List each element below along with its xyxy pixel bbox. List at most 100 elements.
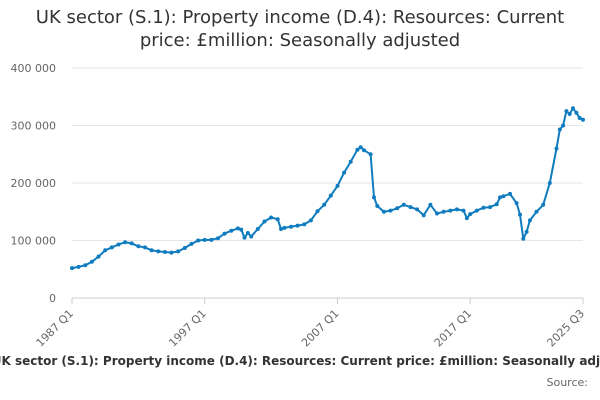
data-point[interactable] bbox=[189, 241, 194, 246]
data-point[interactable] bbox=[524, 229, 529, 234]
data-point[interactable] bbox=[368, 152, 373, 157]
data-point[interactable] bbox=[169, 250, 174, 255]
data-point[interactable] bbox=[282, 225, 287, 230]
data-point[interactable] bbox=[408, 205, 413, 210]
data-point[interactable] bbox=[129, 241, 134, 246]
data-point[interactable] bbox=[202, 237, 207, 242]
data-point[interactable] bbox=[574, 110, 579, 115]
data-point[interactable] bbox=[448, 208, 453, 213]
data-point[interactable] bbox=[415, 207, 420, 212]
data-point[interactable] bbox=[375, 204, 380, 208]
data-point[interactable] bbox=[501, 194, 506, 199]
legend[interactable]: UK sector (S.1): Property income (D.4): … bbox=[0, 354, 600, 368]
data-point[interactable] bbox=[239, 227, 244, 232]
data-point[interactable] bbox=[123, 240, 128, 245]
data-point[interactable] bbox=[355, 147, 360, 152]
data-point[interactable] bbox=[289, 224, 293, 229]
data-point[interactable] bbox=[557, 127, 562, 132]
data-point[interactable] bbox=[571, 106, 575, 111]
data-point[interactable] bbox=[242, 235, 247, 240]
data-point[interactable] bbox=[461, 208, 466, 213]
data-point[interactable] bbox=[162, 250, 167, 254]
data-point[interactable] bbox=[577, 116, 582, 120]
data-point[interactable] bbox=[435, 211, 439, 216]
data-point[interactable] bbox=[262, 219, 267, 224]
data-point[interactable] bbox=[76, 264, 81, 269]
data-point[interactable] bbox=[534, 209, 539, 214]
data-point[interactable] bbox=[176, 249, 181, 254]
chart-title-line-1: UK sector (S.1): Property income (D.4): … bbox=[36, 7, 564, 28]
source-label: Source: bbox=[547, 376, 589, 389]
data-point[interactable] bbox=[518, 212, 522, 217]
data-point[interactable] bbox=[295, 223, 300, 228]
data-point[interactable] bbox=[103, 248, 108, 253]
data-point[interactable] bbox=[401, 202, 406, 207]
data-point[interactable] bbox=[245, 231, 250, 235]
data-point[interactable] bbox=[279, 227, 283, 231]
data-point[interactable] bbox=[342, 170, 347, 175]
data-point[interactable] bbox=[136, 244, 141, 249]
data-point[interactable] bbox=[335, 183, 340, 188]
data-point[interactable] bbox=[182, 246, 187, 250]
x-axis: 1987 Q1 1997 Q1 2007 Q1 2017 Q1 2025 Q3 bbox=[34, 298, 587, 349]
data-point[interactable] bbox=[315, 209, 320, 214]
data-point[interactable] bbox=[527, 218, 532, 223]
data-point[interactable] bbox=[381, 209, 386, 214]
data-point[interactable] bbox=[564, 109, 569, 114]
data-point[interactable] bbox=[464, 216, 469, 221]
data-point[interactable] bbox=[255, 227, 260, 231]
data-point[interactable] bbox=[96, 254, 101, 259]
data-point[interactable] bbox=[481, 205, 486, 210]
data-point[interactable] bbox=[395, 206, 400, 211]
data-point[interactable] bbox=[428, 202, 433, 207]
data-point[interactable] bbox=[567, 112, 572, 116]
data-point[interactable] bbox=[362, 148, 366, 153]
data-point[interactable] bbox=[498, 195, 502, 200]
data-point[interactable] bbox=[249, 234, 254, 239]
data-point[interactable] bbox=[302, 222, 307, 227]
data-point[interactable] bbox=[454, 207, 459, 212]
data-point[interactable] bbox=[441, 209, 446, 214]
data-point[interactable] bbox=[508, 191, 512, 196]
data-point[interactable] bbox=[514, 201, 519, 206]
data-point[interactable] bbox=[388, 208, 393, 213]
data-point[interactable] bbox=[275, 217, 280, 222]
data-point[interactable] bbox=[521, 236, 526, 241]
data-point[interactable] bbox=[222, 231, 227, 236]
chart-title: UK sector (S.1): Property income (D.4): … bbox=[36, 7, 564, 51]
data-point[interactable] bbox=[209, 237, 214, 242]
grid bbox=[72, 67, 583, 241]
data-point[interactable] bbox=[494, 202, 499, 207]
data-point[interactable] bbox=[547, 181, 552, 185]
data-point[interactable] bbox=[143, 245, 147, 250]
data-point[interactable] bbox=[269, 215, 274, 220]
data-point[interactable] bbox=[372, 195, 376, 200]
data-point[interactable] bbox=[468, 212, 473, 217]
data-point[interactable] bbox=[109, 245, 114, 250]
data-point[interactable] bbox=[83, 263, 88, 268]
data-point[interactable] bbox=[216, 236, 220, 241]
data-point[interactable] bbox=[70, 266, 74, 271]
data-point[interactable] bbox=[235, 226, 240, 231]
data-point[interactable] bbox=[328, 193, 333, 198]
data-point[interactable] bbox=[561, 123, 566, 128]
data-point[interactable] bbox=[308, 218, 313, 223]
data-point[interactable] bbox=[116, 242, 121, 247]
data-point[interactable] bbox=[421, 213, 426, 218]
data-point[interactable] bbox=[488, 205, 493, 210]
data-point[interactable] bbox=[196, 238, 201, 243]
data-point[interactable] bbox=[581, 117, 585, 122]
data-point[interactable] bbox=[156, 249, 161, 254]
chart-title-line-2: price: £million: Seasonally adjusted bbox=[140, 30, 460, 51]
data-point[interactable] bbox=[229, 228, 234, 233]
y-tick-label: 200 000 bbox=[11, 177, 57, 190]
data-point[interactable] bbox=[322, 202, 327, 207]
data-point[interactable] bbox=[149, 248, 154, 253]
data-point[interactable] bbox=[358, 145, 363, 150]
data-point[interactable] bbox=[554, 146, 559, 151]
data-point[interactable] bbox=[348, 159, 353, 164]
data-point[interactable] bbox=[474, 208, 479, 213]
data-point[interactable] bbox=[541, 202, 546, 207]
legend-item-label[interactable]: UK sector (S.1): Property income (D.4): … bbox=[0, 354, 600, 368]
data-point[interactable] bbox=[89, 259, 94, 264]
